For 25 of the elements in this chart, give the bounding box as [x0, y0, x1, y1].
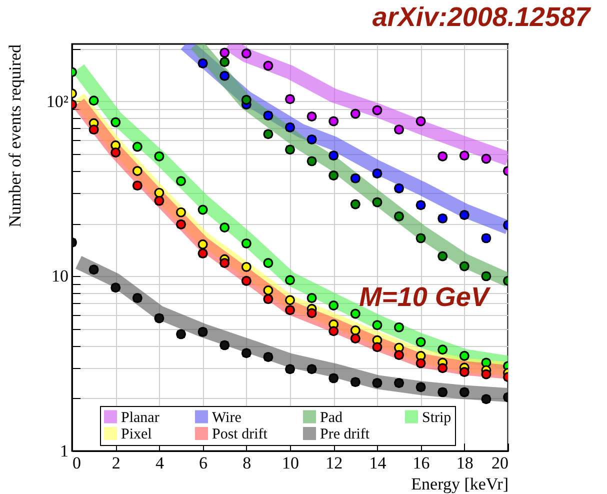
legend-label: Pixel: [121, 426, 152, 442]
x-tick-label: 10: [282, 454, 299, 472]
legend-label: Pre drift: [320, 426, 370, 442]
x-tick-label: 20: [492, 454, 508, 472]
x-tick-label: 8: [242, 454, 252, 472]
x-tick-label: 6: [199, 454, 208, 472]
x-tick-label: 18: [456, 454, 474, 472]
annotation: M=10 GeV: [359, 282, 491, 312]
y-tick-label: 1: [60, 442, 68, 460]
legend-label: Pad: [320, 410, 343, 426]
x-tick-label: 14: [369, 454, 387, 472]
x-tick-label: 4: [155, 454, 164, 472]
legend-label: Strip: [422, 410, 452, 426]
y-tick-label: 10²: [46, 92, 68, 111]
legend-label: Post drift: [212, 426, 268, 442]
x-tick-label: 2: [112, 454, 120, 472]
y-axis-title: Number of events required: [6, 44, 24, 228]
x-tick-label: 12: [326, 454, 343, 472]
chart-title: arXiv:2008.12587: [372, 2, 592, 32]
y-tick-label: 10: [52, 266, 68, 286]
x-tick-label: 16: [412, 454, 430, 472]
legend-label: Wire: [212, 410, 242, 426]
x-tick-label: 0: [72, 454, 81, 472]
x-axis-title: Energy [keVr]: [411, 474, 508, 494]
legend-label: Planar: [121, 410, 160, 426]
